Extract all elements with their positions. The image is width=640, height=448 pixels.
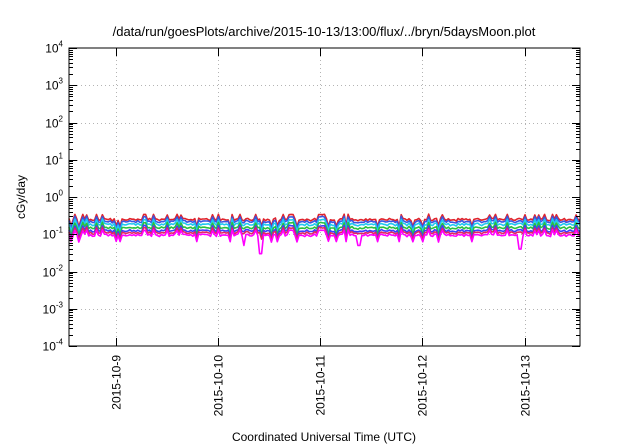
y-tick-label: 101 [45, 152, 63, 168]
y-tick-label: 10-3 [43, 301, 64, 317]
x-axis-label: Coordinated Universal Time (UTC) [232, 430, 416, 444]
x-tick-label: 2015-10-11 [314, 355, 328, 416]
y-tick-label: 10-4 [43, 338, 64, 354]
x-tick-label: 2015-10-10 [212, 355, 226, 417]
label-layer: 10-4 10-3 10-2 10-1 100 101 102 103 104 2015-10-9… [43, 40, 533, 417]
grid-layer [69, 48, 580, 346]
y-tick-label: 103 [45, 77, 63, 93]
series-line-6 [68, 226, 581, 241]
y-tick-label: 10-2 [43, 264, 64, 280]
y-axis-label: cGy/day [14, 175, 28, 219]
series-line-4 [68, 221, 581, 236]
x-tick-label: 2015-10-12 [416, 355, 430, 417]
tick-layer [69, 48, 580, 347]
y-tick-label: 10-1 [43, 226, 64, 242]
series-line-2 [68, 215, 581, 230]
x-tick-label: 2015-10-9 [110, 355, 124, 410]
x-tick-label: 2015-10-13 [519, 355, 533, 417]
y-tick-label: 100 [45, 189, 63, 205]
series-line-3 [68, 218, 581, 233]
chart-title: /data/run/goesPlots/archive/2015-10-13/1… [113, 24, 536, 39]
series-line-7 [68, 228, 581, 255]
y-tick-label: 104 [45, 40, 63, 56]
y-tick-label: 102 [45, 115, 63, 131]
series-layer [68, 213, 581, 255]
